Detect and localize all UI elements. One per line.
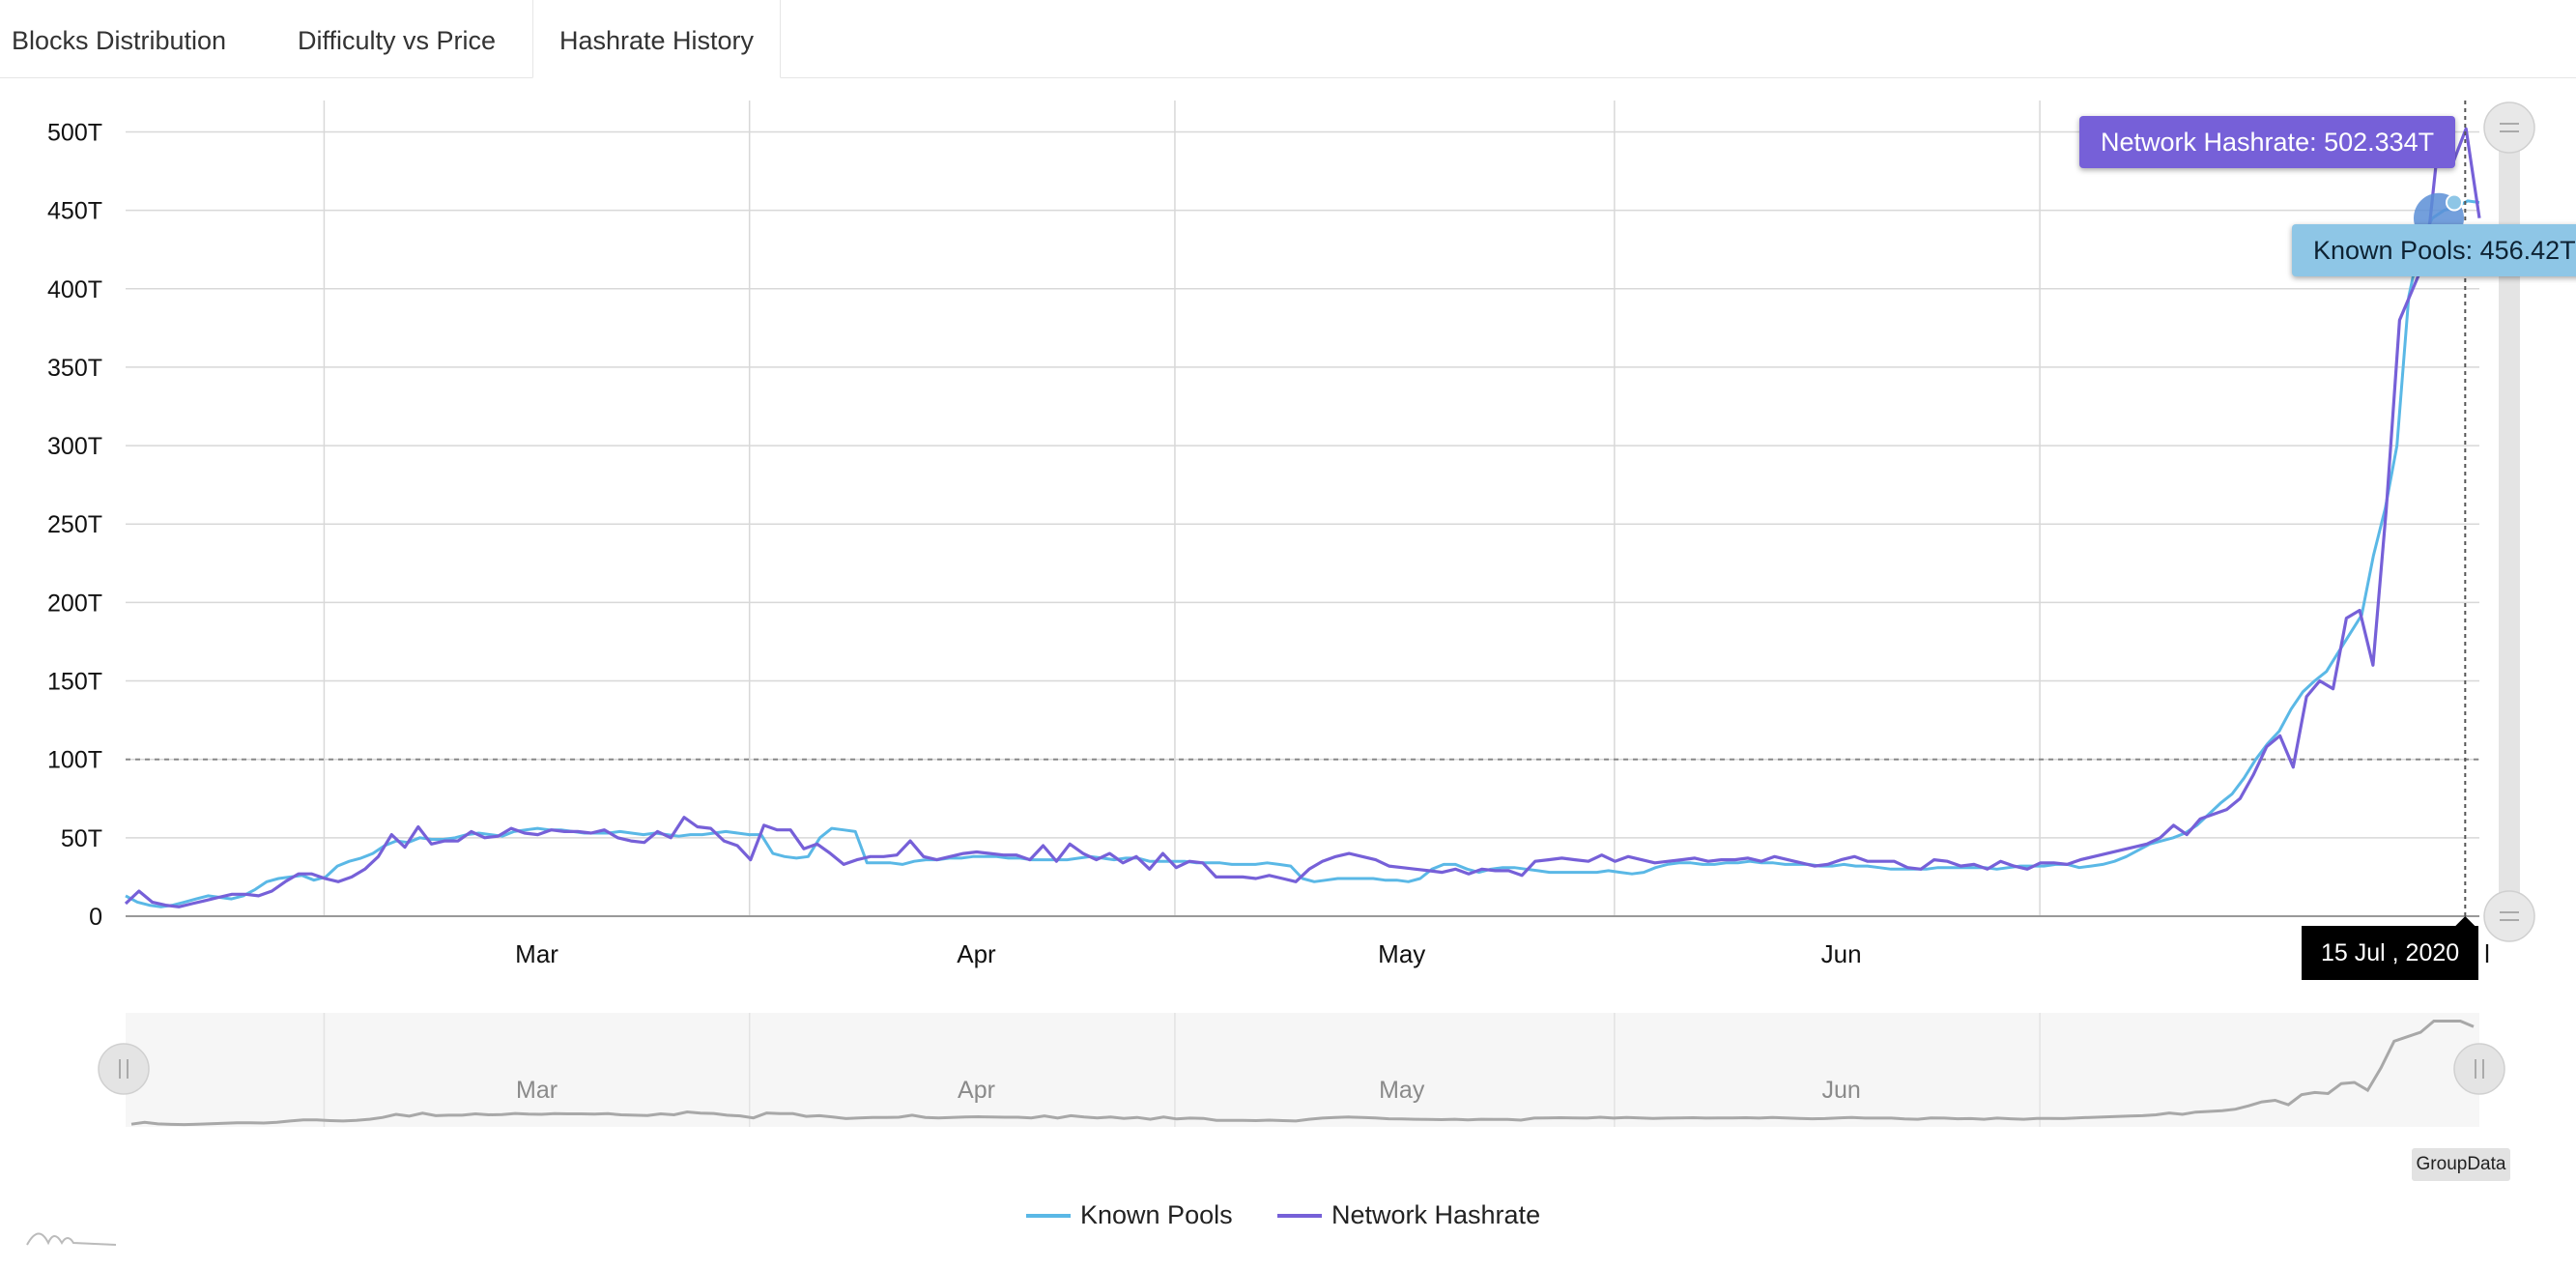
legend-network-hashrate-swatch (1277, 1213, 1322, 1218)
series-known-pools-line (125, 199, 2480, 908)
legend-network-hashrate-label: Network Hashrate (1331, 1200, 1541, 1229)
chart-legend: Known Pools Network Hashrate (0, 1200, 2576, 1239)
legend-network-hashrate[interactable]: Network Hashrate (1277, 1200, 1540, 1230)
tab-bar: Blocks Distribution Difficulty vs Price … (0, 0, 2576, 78)
network-hashrate-tooltip: Network Hashrate: 502.334T (2079, 116, 2456, 168)
navigator-tick-label: Jun (1821, 1077, 1860, 1104)
tab-difficulty-vs-price[interactable]: Difficulty vs Price (298, 26, 497, 55)
crosshair-pointer (2455, 916, 2476, 926)
series-network-hashrate-line (124, 127, 2481, 908)
legend-known-pools-swatch (1026, 1213, 1071, 1218)
y-tick-label: 400T (47, 276, 102, 303)
navigator-tick-label: May (1379, 1077, 1425, 1104)
group-data-button[interactable]: GroupData (2412, 1148, 2510, 1181)
vertical-scrollbar-track (2499, 114, 2520, 918)
x-tick-label: l (2484, 939, 2490, 968)
navigator-right-grip (2453, 1043, 2505, 1095)
y-tick-label: 500T (47, 119, 102, 146)
y-tick-label: 300T (47, 433, 102, 460)
known-pools-bullet (2446, 193, 2463, 212)
navigator-background (126, 1013, 2479, 1127)
navigator-tick-label: Mar (516, 1077, 558, 1104)
x-tick-label: Mar (515, 939, 558, 968)
x-tick-label: Jun (1821, 939, 1862, 968)
legend-known-pools-label: Known Pools (1080, 1200, 1233, 1229)
navigator-series-line (130, 1020, 2475, 1127)
navigator-left-grip (98, 1043, 150, 1095)
y-tick-label: 450T (47, 198, 102, 225)
chart-logo-icon (26, 1232, 117, 1246)
y-tick-label: 100T (47, 747, 102, 774)
y-tick-label: 250T (47, 511, 102, 538)
scrollbar-bottom-grip (2483, 890, 2535, 942)
x-tick-label: Apr (957, 939, 996, 968)
crosshair-date-label: 15 Jul , 2020 (2302, 926, 2479, 980)
tab-hashrate-history[interactable]: Hashrate History (532, 0, 781, 78)
y-tick-label: 0 (89, 904, 102, 931)
y-tick-label: 150T (47, 669, 102, 696)
y-tick-label: 350T (47, 355, 102, 382)
scrollbar-top-grip (2483, 101, 2535, 154)
tab-blocks-distribution[interactable]: Blocks Distribution (12, 26, 227, 55)
known-pools-tooltip: Known Pools: 456.42T (2292, 224, 2576, 276)
y-tick-label: 50T (61, 825, 102, 852)
y-tick-label: 200T (47, 590, 102, 617)
legend-known-pools[interactable]: Known Pools (1026, 1200, 1233, 1230)
x-tick-label: May (1378, 939, 1425, 968)
navigator-tick-label: Apr (958, 1077, 995, 1104)
